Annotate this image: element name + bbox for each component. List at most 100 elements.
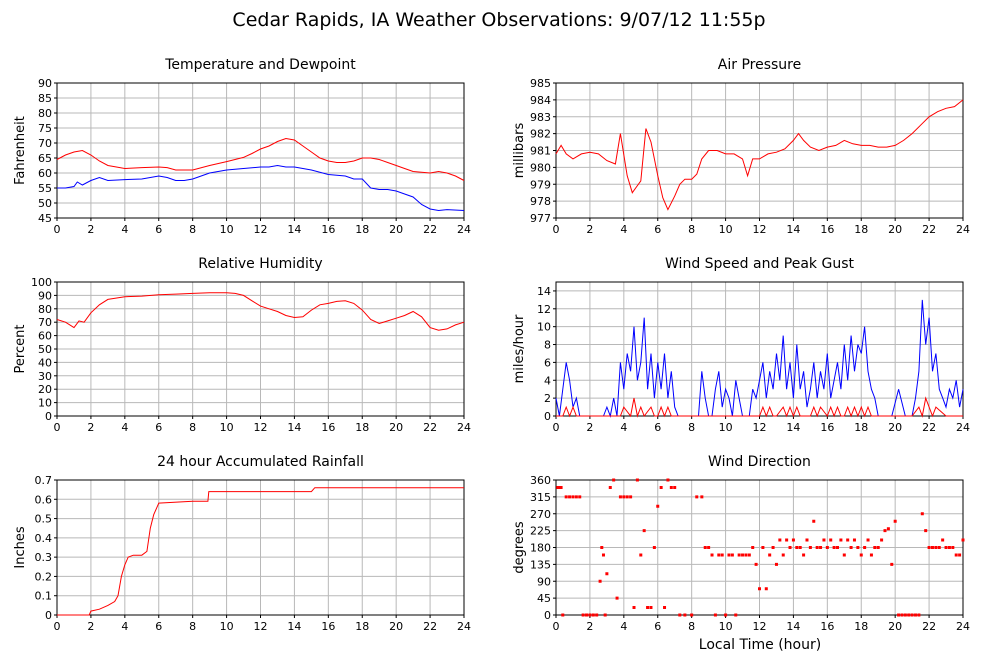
x-tick-label: 24 — [956, 421, 970, 434]
data-point — [727, 553, 731, 557]
data-point — [761, 546, 765, 549]
x-tick-label: 0 — [553, 223, 560, 236]
y-tick-label: 6 — [544, 356, 551, 369]
x-axis-label: Local Time (hour) — [699, 637, 821, 653]
x-tick-label: 12 — [254, 620, 268, 633]
x-tick-label: 4 — [620, 620, 627, 633]
data-point — [839, 538, 843, 542]
y-tick-label: 10 — [38, 397, 52, 410]
data-point — [720, 553, 724, 557]
data-point — [781, 553, 785, 557]
data-point — [863, 546, 867, 549]
data-point — [625, 495, 629, 499]
x-tick-label: 18 — [355, 620, 369, 633]
x-tick-label: 12 — [254, 223, 268, 236]
data-point — [751, 546, 755, 549]
y-tick-label: 12 — [537, 303, 551, 316]
data-point — [669, 486, 673, 489]
data-point — [774, 562, 778, 566]
data-point — [805, 538, 809, 542]
x-tick-label: 16 — [321, 223, 335, 236]
x-tick-label: 8 — [189, 223, 196, 236]
series-line-0 — [56, 137, 465, 181]
x-tick-label: 10 — [719, 620, 733, 633]
data-point — [695, 495, 699, 499]
y-tick-label: 985 — [530, 77, 551, 90]
y-tick-label: 0.3 — [35, 551, 53, 564]
y-tick-label: 70 — [38, 137, 52, 150]
y-tick-label: 40 — [38, 356, 52, 369]
y-tick-label: 85 — [38, 92, 52, 105]
series-line-0 — [555, 99, 964, 211]
y-tick-label: 0.2 — [35, 570, 53, 583]
data-point — [758, 587, 761, 591]
x-tick-label: 14 — [786, 620, 800, 633]
data-point — [642, 529, 646, 533]
x-tick-label: 0 — [553, 421, 560, 434]
data-point — [849, 546, 853, 549]
data-point — [666, 478, 670, 482]
data-point — [768, 553, 772, 557]
x-tick-label: 14 — [786, 223, 800, 236]
data-point — [678, 613, 682, 617]
data-point — [900, 613, 904, 617]
x-tick-label: 0 — [54, 223, 61, 236]
x-tick-label: 22 — [423, 620, 437, 633]
data-point — [934, 546, 938, 549]
x-tick-label: 24 — [956, 620, 970, 633]
data-point — [852, 538, 856, 542]
data-point — [700, 495, 704, 499]
x-tick-label: 14 — [287, 223, 301, 236]
x-tick-label: 2 — [87, 223, 94, 236]
data-point — [947, 546, 951, 549]
x-tick-label: 2 — [586, 421, 593, 434]
x-tick-label: 12 — [753, 421, 767, 434]
data-point — [598, 579, 602, 583]
y-tick-label: 2 — [544, 392, 551, 405]
y-tick-label: 55 — [38, 182, 52, 195]
data-point — [958, 553, 962, 557]
x-tick-label: 16 — [321, 620, 335, 633]
y-tick-label: 8 — [544, 339, 551, 352]
y-tick-label: 225 — [530, 525, 551, 538]
x-tick-label: 18 — [854, 620, 868, 633]
data-point — [578, 495, 582, 499]
y-tick-label: 270 — [530, 508, 551, 521]
y-tick-label: 0 — [45, 609, 52, 622]
data-point — [707, 546, 711, 549]
data-point — [559, 486, 563, 489]
y-tick-label: 45 — [537, 592, 551, 605]
x-tick-label: 12 — [753, 620, 767, 633]
data-point — [802, 553, 806, 557]
data-point — [574, 495, 578, 499]
y-tick-label: 984 — [530, 94, 551, 107]
data-point — [788, 546, 792, 549]
x-tick-label: 6 — [654, 223, 661, 236]
x-tick-label: 14 — [287, 421, 301, 434]
data-point — [917, 613, 921, 617]
x-tick-label: 22 — [922, 223, 936, 236]
x-tick-label: 18 — [854, 223, 868, 236]
x-tick-label: 0 — [553, 620, 560, 633]
x-tick-label: 0 — [54, 620, 61, 633]
x-tick-label: 24 — [956, 223, 970, 236]
x-tick-label: 2 — [87, 620, 94, 633]
data-point — [717, 553, 721, 557]
data-point — [941, 538, 945, 542]
x-tick-label: 20 — [888, 421, 902, 434]
data-point — [832, 546, 836, 549]
data-point — [778, 538, 782, 542]
x-tick-label: 6 — [155, 223, 162, 236]
x-tick-label: 10 — [220, 620, 234, 633]
panel-title: 24 hour Accumulated Rainfall — [157, 454, 364, 470]
data-point — [961, 538, 965, 542]
data-point — [556, 486, 560, 489]
x-tick-label: 16 — [820, 421, 834, 434]
data-point — [585, 613, 589, 617]
x-tick-label: 18 — [355, 421, 369, 434]
x-tick-label: 18 — [355, 223, 369, 236]
x-tick-label: 8 — [688, 620, 695, 633]
y-tick-label: 981 — [530, 145, 551, 158]
